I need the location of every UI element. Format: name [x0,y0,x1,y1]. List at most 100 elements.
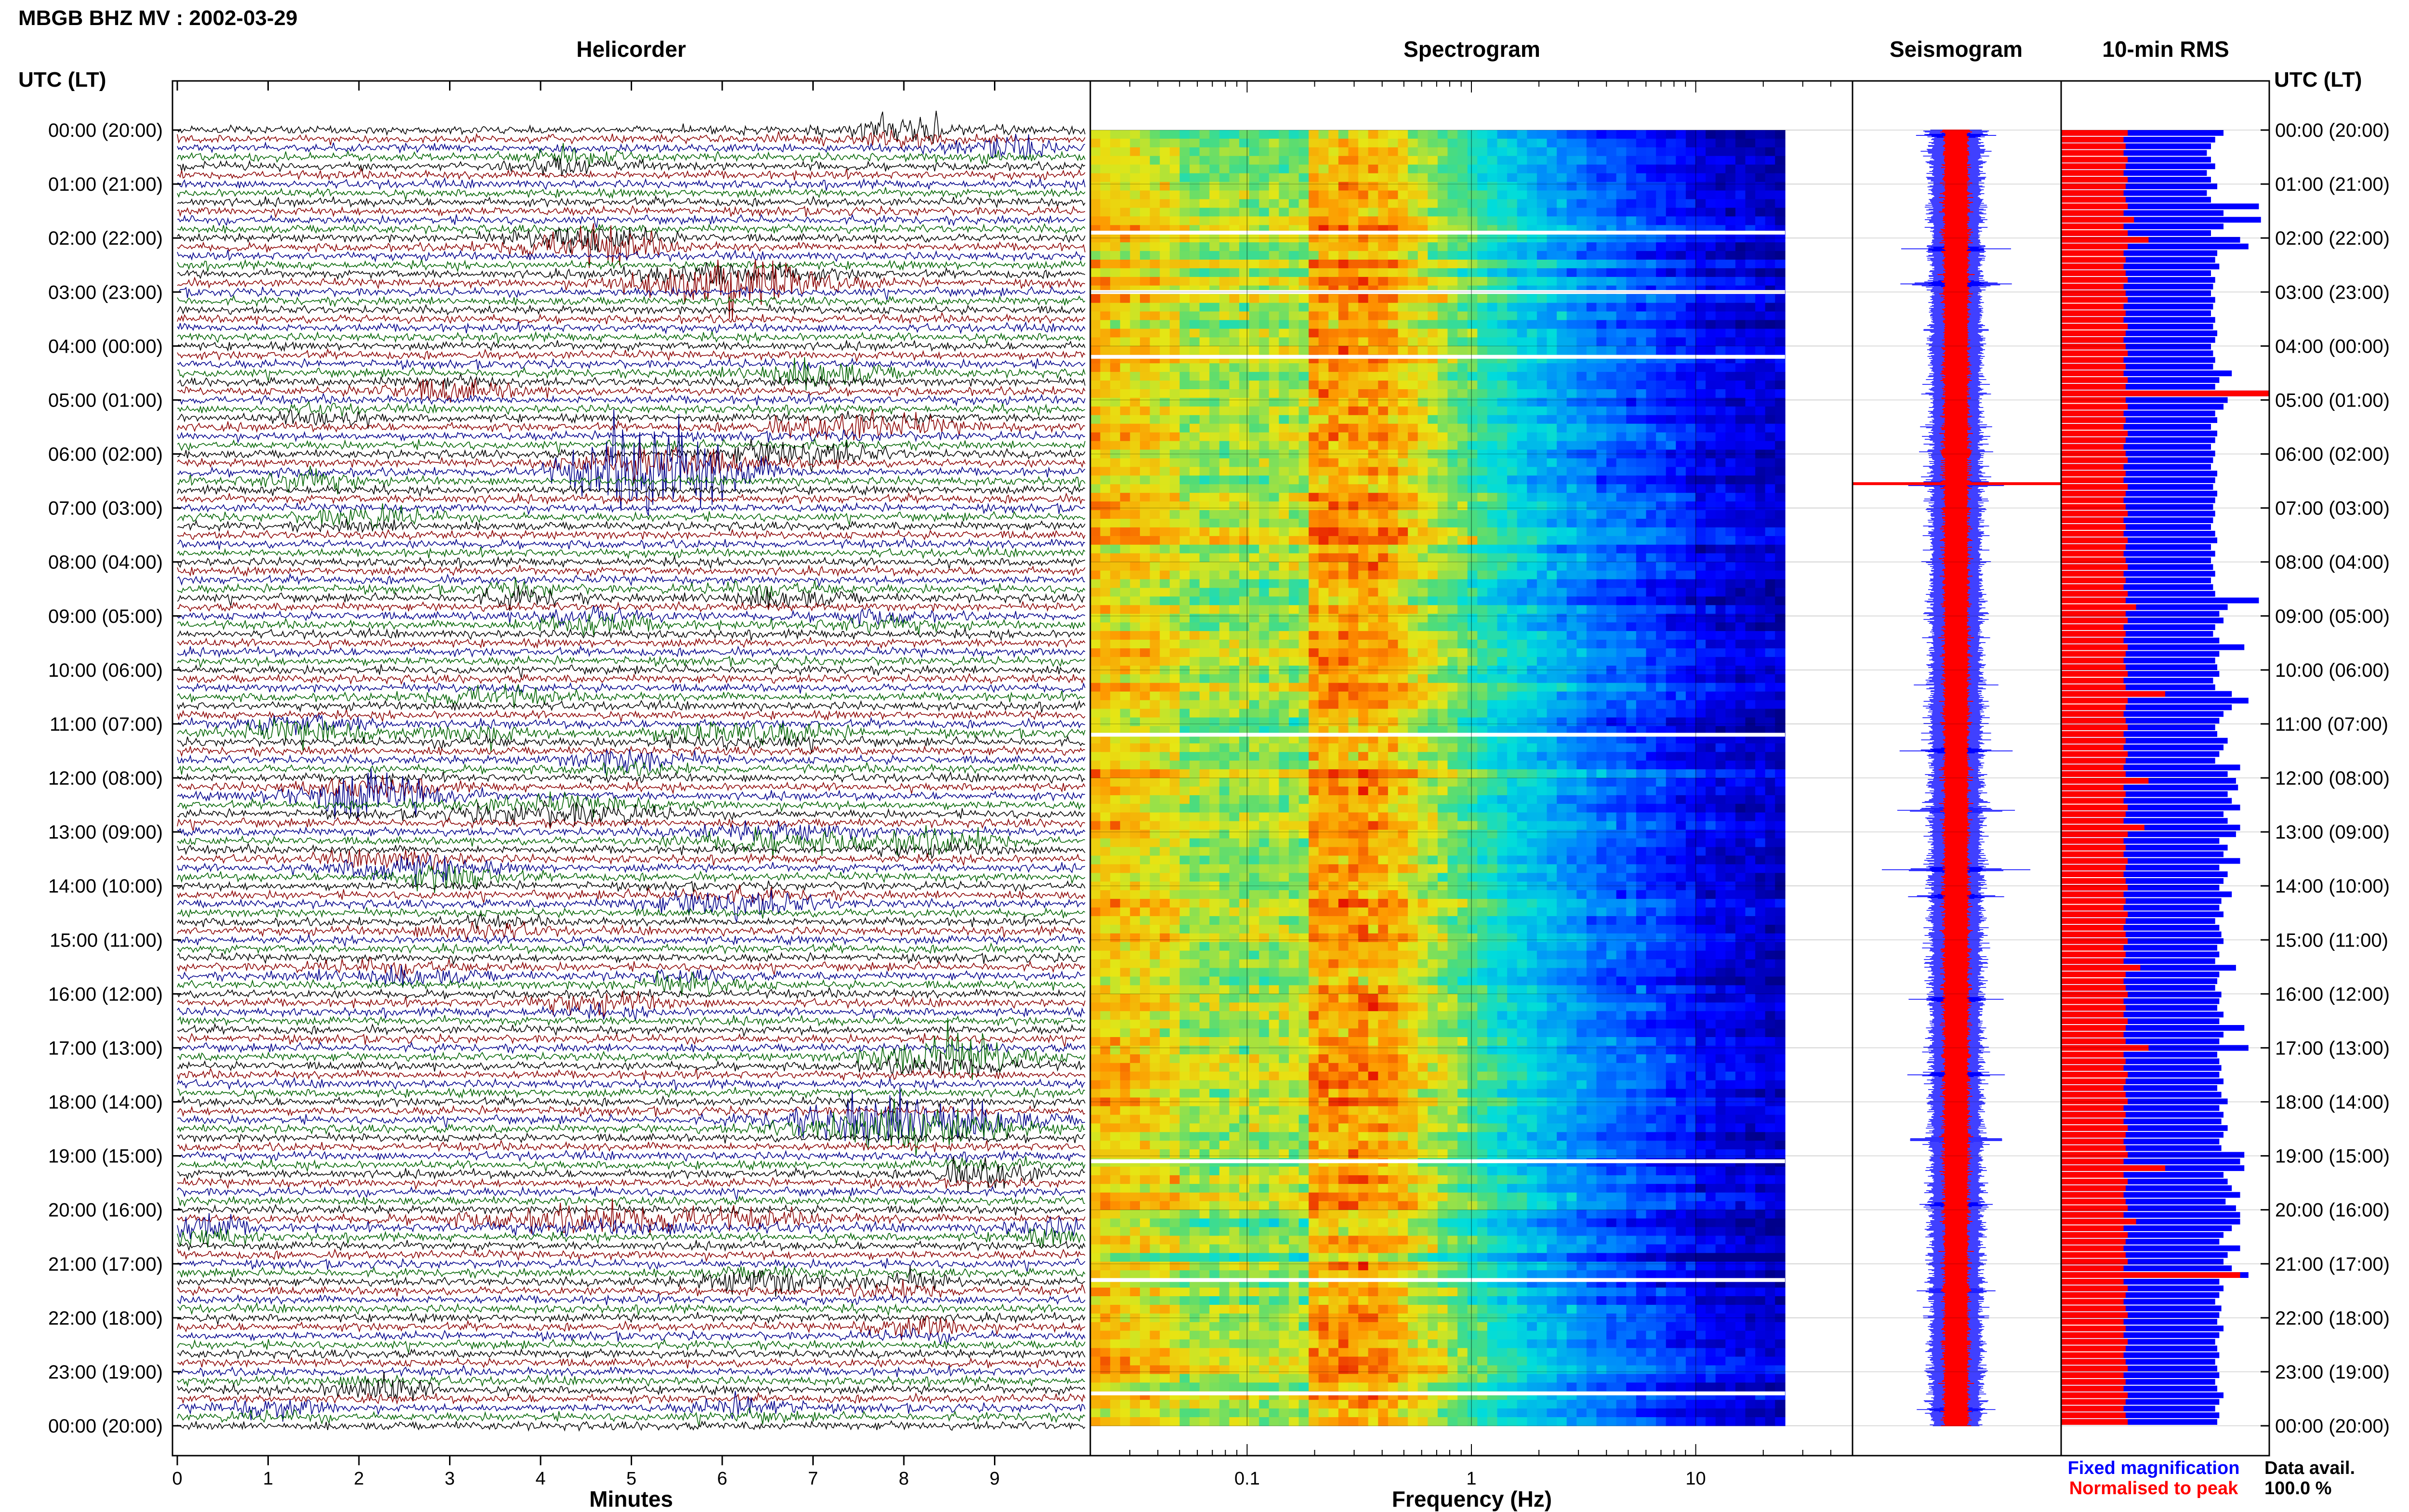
spectrogram-cell [1239,717,1250,726]
spectrogram-cell [1676,570,1686,580]
spectrogram-cell [1140,268,1151,277]
spectrogram-cell [1110,337,1121,346]
spectrogram-cell [1408,475,1418,485]
spectrogram-cell [1209,562,1220,571]
spectrogram-cell [1398,302,1408,312]
spectrogram-cell [1636,519,1647,528]
spectrogram-cell [1666,588,1677,597]
spectrogram-cell [1249,562,1259,571]
spectrogram-cell [1259,164,1270,174]
spectrogram-cell [1100,691,1111,701]
spectrogram-cell [1536,363,1548,372]
spectrogram-cell [1298,562,1309,571]
spectrogram-cell [1735,415,1746,424]
spectrogram-cell [1457,588,1468,597]
spectrogram-cell [1576,268,1587,277]
spectrogram-cell [1199,311,1210,321]
spectrogram-cell [1616,501,1627,511]
spectrogram-cell [1229,510,1240,519]
spectrogram-cell [1656,475,1667,485]
spectrogram-cell [1666,208,1677,217]
spectrogram-cell [1318,484,1329,493]
spectrogram-cell [1289,657,1299,666]
spectrogram-cell [1685,138,1696,148]
spectrogram-cell [1477,199,1488,208]
spectrogram-cell [1576,674,1587,684]
spectrogram-cell [1596,493,1607,502]
spectrogram-cell [1110,130,1121,139]
spectrogram-cell [1497,458,1508,467]
spectrogram-cell [1557,674,1567,684]
spectrogram-cell [1140,493,1151,502]
spectrogram-cell [1328,234,1339,243]
spectrogram-cell [1130,449,1140,459]
spectrogram-cell [1447,657,1458,666]
spectrogram-cell [1507,423,1518,433]
spectrogram-cell [1715,553,1726,563]
spectrogram-cell [1586,648,1597,657]
spectrogram-cell [1190,164,1200,174]
spectrogram-cell [1408,441,1418,450]
spectrogram-cell [1338,397,1349,407]
helicorder-trace [177,1302,1085,1316]
spectrogram-cell [1298,631,1309,640]
spectrogram-cell [1358,415,1369,424]
spectrogram-cell [1169,441,1180,450]
spectrogram-cell [1685,475,1696,485]
helicorder-trace [177,429,1085,444]
spectrogram-cell [1398,570,1408,580]
spectrogram-cell [1676,605,1686,614]
spectrogram-cell [1695,475,1706,485]
spectrogram-cell [1457,475,1468,485]
spectrogram-cell [1566,130,1577,139]
spectrogram-cell [1457,423,1468,433]
spectrogram-cell [1130,276,1140,286]
spectrogram-cell [1695,579,1706,588]
spectrogram-cell [1507,665,1518,675]
spectrogram-cell [1169,302,1180,312]
spectrogram-cell [1626,173,1637,183]
spectrogram-cell [1527,665,1537,675]
spectrogram-cell [1259,156,1270,165]
spectrogram-cell [1239,372,1250,381]
spectrogram-cell [1606,614,1617,623]
spectrogram-cell [1417,683,1429,692]
spectrogram-cell [1090,458,1101,467]
spectrogram-cell [1467,138,1478,148]
spectrogram-cell [1309,363,1319,372]
spectrogram-cell [1566,553,1577,563]
spectrogram-cell [1547,588,1557,597]
spectrogram-cell [1150,493,1160,502]
spectrogram-cell [1646,648,1656,657]
spectrogram-cell [1626,337,1637,346]
spectrogram-cell [1586,570,1597,580]
spectrogram-cell [1715,467,1726,476]
spectrogram-cell [1547,519,1557,528]
spectrogram-cell [1229,216,1240,225]
spectrogram-cell [1586,467,1597,476]
spectrogram-cell [1120,182,1131,191]
spectrogram-cell [1656,570,1667,580]
spectrogram-cell [1219,251,1230,260]
spectrogram-cell [1428,579,1438,588]
spectrogram-cell [1507,640,1518,649]
spectrogram-cell [1566,242,1577,251]
spectrogram-cell [1715,138,1726,148]
spectrogram-cell [1338,363,1349,372]
spectrogram-cell [1437,268,1448,277]
spectrogram-cell [1547,657,1557,666]
spectrogram-cell [1457,553,1468,563]
spectrogram-cell [1576,510,1587,519]
spectrogram-cell [1497,475,1508,485]
spectrogram-cell [1150,208,1160,217]
spectrogram-cell [1348,579,1359,588]
spectrogram-cell [1536,432,1548,442]
spectrogram-cell [1289,631,1299,640]
spectrogram-cell [1626,320,1637,329]
spectrogram-cell [1140,570,1151,580]
spectrogram-cell [1318,363,1329,372]
spectrogram-cell [1735,173,1746,183]
spectrogram-cell [1557,294,1567,303]
spectrogram-cell [1666,432,1677,442]
spectrogram-cell [1536,570,1548,580]
